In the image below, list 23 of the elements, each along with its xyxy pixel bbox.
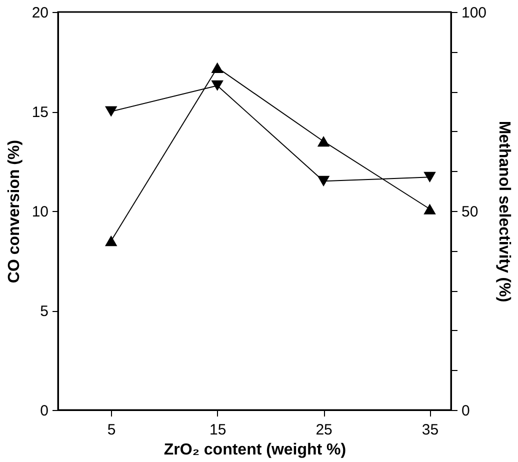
y-tick-label: 10 [32, 204, 48, 220]
point [211, 80, 224, 91]
x-tick-label: 15 [209, 422, 226, 438]
y-tick-label: 5 [40, 303, 48, 320]
y-axis-title: CO conversion (%) [6, 140, 23, 284]
x-tick-label: 5 [107, 422, 116, 438]
point [104, 236, 118, 246]
point [424, 172, 436, 182]
point [317, 176, 330, 186]
point [424, 204, 436, 214]
x-tick-label: 35 [422, 422, 439, 438]
x-tick-label: 25 [316, 422, 332, 438]
y-tick-label: 20 [32, 4, 48, 22]
point [211, 62, 224, 74]
y2-tick-label: 0 [462, 402, 470, 420]
point [317, 136, 330, 147]
y2-axis-title: Methanol selectivity (%) [496, 120, 513, 302]
x-axis-title: ZrO₂ content (weight %) [164, 442, 346, 458]
y2-tick-label: 50 [462, 204, 478, 220]
y-tick-label: 0 [40, 402, 48, 420]
y2-tick-label: 100 [462, 4, 487, 22]
y-tick-label: 15 [32, 104, 48, 121]
point [104, 106, 118, 117]
